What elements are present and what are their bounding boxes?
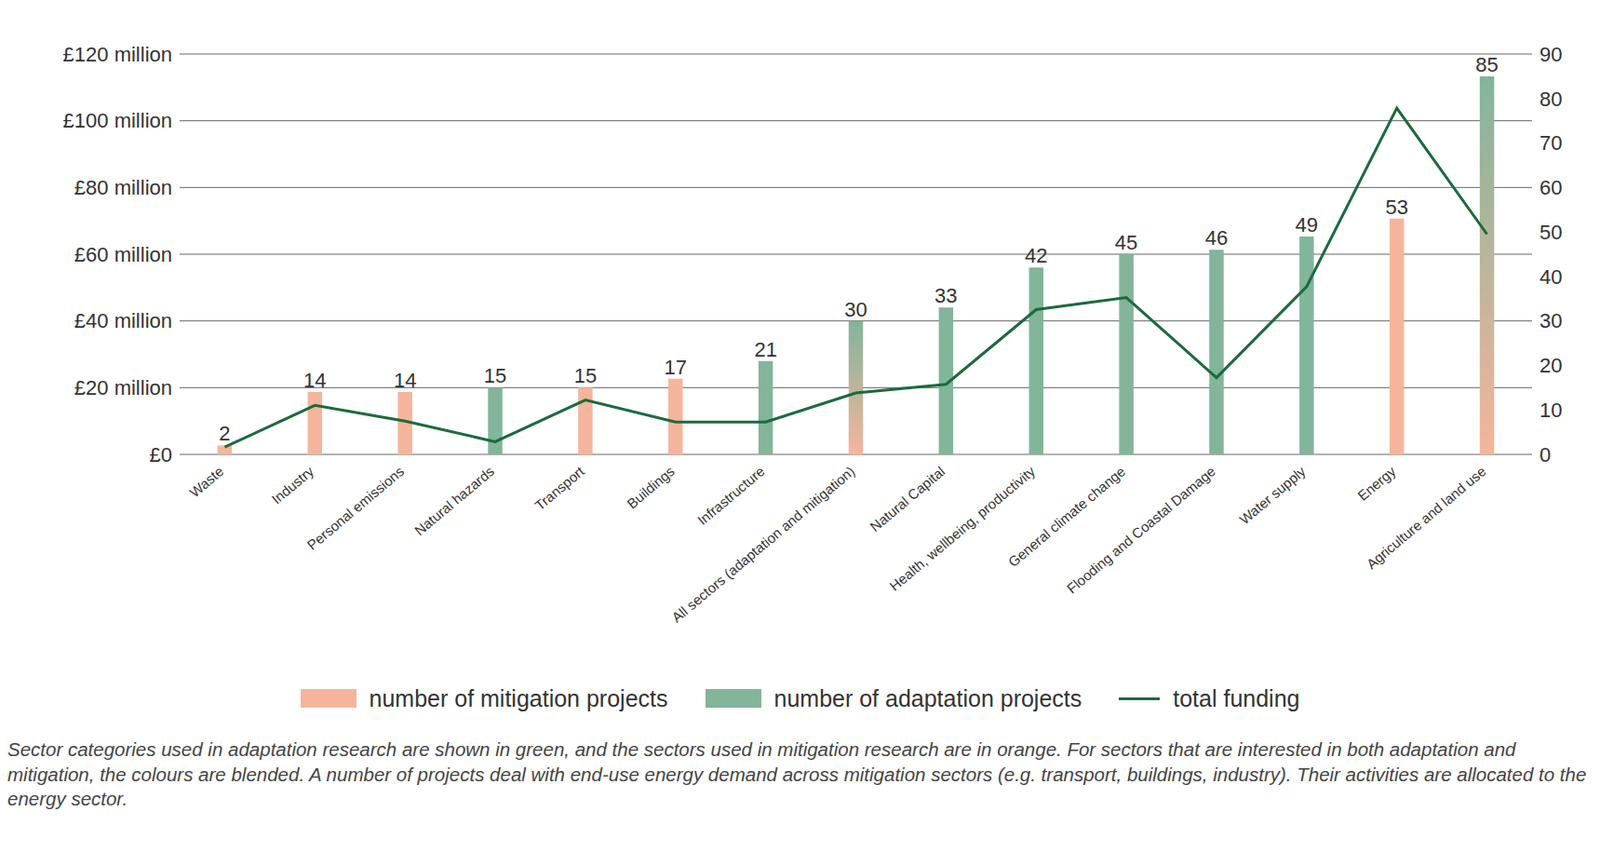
svg-text:45: 45 xyxy=(1115,230,1138,255)
svg-text:17: 17 xyxy=(664,355,687,379)
svg-text:15: 15 xyxy=(484,363,507,388)
svg-text:40: 40 xyxy=(1539,265,1562,289)
svg-text:60: 60 xyxy=(1539,175,1562,200)
svg-text:50: 50 xyxy=(1539,220,1562,244)
svg-text:£20 million: £20 million xyxy=(74,376,173,400)
html-text:number of mitigation projects: number of mitigation projects xyxy=(369,684,668,711)
svg-text:0: 0 xyxy=(1539,443,1551,467)
svg-text:£60 million: £60 million xyxy=(74,242,173,267)
svg-text:14: 14 xyxy=(393,368,417,392)
svg-text:Health, wellbeing, productivit: Health, wellbeing, productivity xyxy=(886,462,1038,594)
svg-text:Energy: Energy xyxy=(1354,462,1399,504)
svg-text:Natural Capital: Natural Capital xyxy=(866,462,948,535)
svg-text:85: 85 xyxy=(1475,53,1498,77)
svg-text:Waste: Waste xyxy=(186,462,227,500)
svg-text:£0: £0 xyxy=(149,443,173,467)
svg-text:All sectors (adaptation and mi: All sectors (adaptation and mitigation) xyxy=(668,462,858,625)
svg-text:Buildings: Buildings xyxy=(623,462,678,511)
svg-text:30: 30 xyxy=(844,297,867,322)
svg-text:14: 14 xyxy=(303,368,326,392)
svg-text:Agriculture and land use: Agriculture and land use xyxy=(1363,462,1490,572)
svg-text:42: 42 xyxy=(1024,243,1048,268)
svg-text:Personal emissions: Personal emissions xyxy=(304,462,408,553)
svg-text:53: 53 xyxy=(1384,195,1408,219)
svg-text:£40 million: £40 million xyxy=(74,309,173,333)
svg-text:£80 million: £80 million xyxy=(74,175,173,200)
svg-text:Water supply: Water supply xyxy=(1236,462,1309,527)
svg-text:£100 million: £100 million xyxy=(63,108,173,133)
svg-text:80: 80 xyxy=(1539,87,1562,111)
html-text:Sector categories used in adap: Sector categories used in adaptation res… xyxy=(7,738,1587,810)
svg-text:10: 10 xyxy=(1539,398,1562,422)
svg-text:Natural hazards: Natural hazards xyxy=(411,462,498,538)
svg-text:20: 20 xyxy=(1539,353,1562,377)
svg-text:Infrastructure: Infrastructure xyxy=(694,462,768,528)
svg-text:General climate change: General climate change xyxy=(1004,462,1129,570)
svg-text:15: 15 xyxy=(574,363,597,388)
svg-text:Flooding and Coastal Damage: Flooding and Coastal Damage xyxy=(1063,462,1219,596)
svg-text:90: 90 xyxy=(1539,42,1562,67)
svg-text:Industry: Industry xyxy=(268,462,317,508)
svg-text:Transport: Transport xyxy=(531,462,588,513)
svg-text:2: 2 xyxy=(218,421,230,445)
svg-text:46: 46 xyxy=(1205,226,1228,250)
html-text:number of adaptation projects: number of adaptation projects xyxy=(773,684,1082,711)
svg-text:33: 33 xyxy=(934,283,957,308)
svg-text:70: 70 xyxy=(1539,131,1562,155)
html-text:total funding: total funding xyxy=(1173,684,1300,711)
svg-text:30: 30 xyxy=(1539,309,1562,333)
svg-text:49: 49 xyxy=(1295,213,1318,237)
svg-text:21: 21 xyxy=(753,337,777,362)
svg-text:£120 million: £120 million xyxy=(63,42,173,67)
